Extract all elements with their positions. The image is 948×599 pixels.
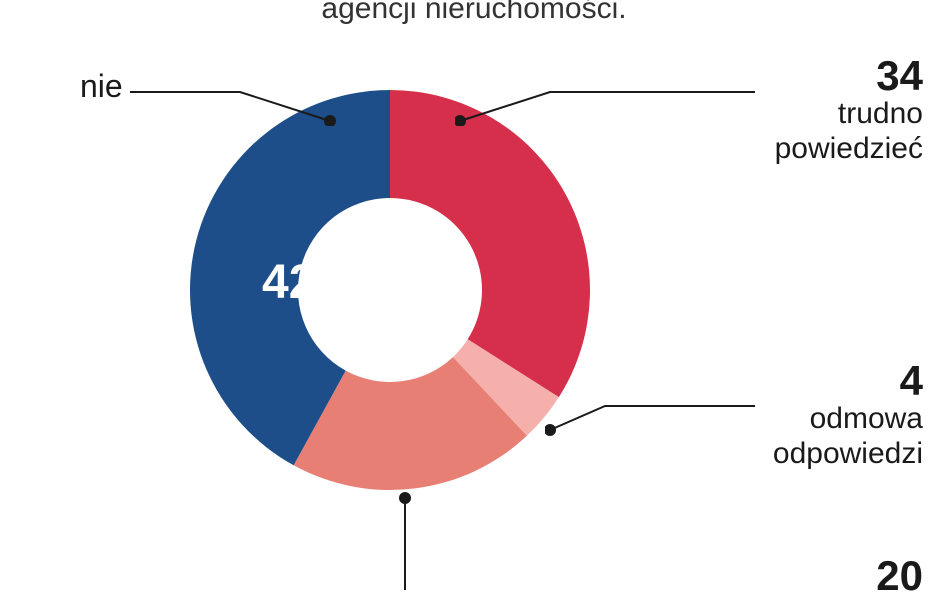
label-odmowa: odmowaodpowiedzi [773, 402, 923, 471]
value-odmowa: 4 [773, 360, 923, 402]
value-nie: 42 [262, 255, 315, 310]
callout-nie: nie [80, 68, 123, 105]
callout-tak: 20 [876, 555, 923, 597]
leader-tak [395, 490, 415, 590]
slice-trudno [390, 90, 590, 397]
callout-trudno: 34 trudnopowiedzieć [775, 55, 923, 166]
value-tak: 20 [876, 555, 923, 597]
donut-chart [180, 80, 600, 500]
donut-svg [180, 80, 600, 500]
label-trudno: trudnopowiedzieć [775, 97, 923, 166]
callout-odmowa: 4 odmowaodpowiedzi [773, 360, 923, 471]
chart-title-fragment: agencji nieruchomości. [321, 0, 626, 26]
label-nie: nie [80, 68, 123, 105]
value-trudno: 34 [775, 55, 923, 97]
